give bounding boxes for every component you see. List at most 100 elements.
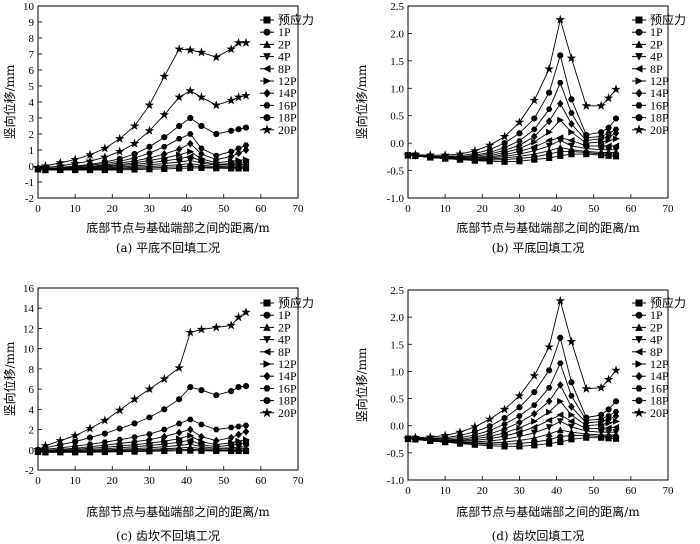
data-point xyxy=(242,436,250,444)
data-point xyxy=(530,143,538,151)
data-point xyxy=(568,411,576,419)
data-point xyxy=(70,430,80,440)
data-point xyxy=(131,150,138,158)
data-point xyxy=(545,106,553,112)
data-point xyxy=(557,80,564,86)
data-point xyxy=(530,429,538,437)
data-point xyxy=(568,142,575,150)
x-tick-label: 0 xyxy=(405,203,411,215)
data-point xyxy=(440,150,450,160)
legend-marker xyxy=(635,102,643,109)
data-point xyxy=(144,100,155,110)
data-point xyxy=(175,136,183,142)
data-point xyxy=(235,149,242,158)
data-point xyxy=(114,133,125,143)
data-point xyxy=(531,138,539,146)
legend-label: 16P xyxy=(278,381,297,395)
y-tick-label: 9 xyxy=(29,17,35,29)
legend-label: 20P xyxy=(650,406,669,420)
y-tick-label: 2.0 xyxy=(390,312,404,324)
data-point xyxy=(603,374,614,384)
data-point xyxy=(116,425,123,432)
x-tick-label: 70 xyxy=(293,475,305,487)
data-point xyxy=(159,71,170,81)
data-point xyxy=(174,92,184,102)
data-point xyxy=(612,429,620,436)
legend-marker xyxy=(263,28,271,36)
data-point xyxy=(242,124,250,131)
data-point xyxy=(612,142,620,150)
data-point xyxy=(186,436,194,444)
data-point xyxy=(557,334,564,341)
data-point xyxy=(530,434,538,442)
data-point xyxy=(176,435,183,443)
y-axis-label: 竖向位移/mm xyxy=(354,64,369,139)
legend-label: 预应力 xyxy=(650,295,686,310)
legend-marker xyxy=(635,385,643,392)
data-point xyxy=(410,432,421,442)
data-point xyxy=(196,47,207,57)
data-point xyxy=(187,383,194,391)
data-point xyxy=(70,154,80,164)
y-tick-label: -2 xyxy=(25,193,34,205)
legend-label: 4P xyxy=(650,50,663,64)
legend-label: 14P xyxy=(650,86,669,100)
y-tick-label: 0 xyxy=(29,161,35,173)
data-point xyxy=(242,427,250,436)
data-point xyxy=(213,436,220,445)
x-tick-label: 60 xyxy=(625,485,637,497)
data-point xyxy=(555,14,566,24)
data-point xyxy=(146,150,153,156)
data-point xyxy=(612,135,620,143)
data-point xyxy=(516,436,523,444)
y-tick-label: 3 xyxy=(29,113,35,125)
data-point xyxy=(597,142,605,150)
legend-label: 8P xyxy=(278,62,291,76)
data-point xyxy=(545,416,553,424)
data-point xyxy=(116,436,123,443)
data-point xyxy=(545,424,553,432)
data-point xyxy=(187,114,194,122)
data-point xyxy=(556,418,564,426)
legend-label: 18P xyxy=(278,394,297,408)
data-point xyxy=(146,143,153,150)
data-point xyxy=(581,383,592,393)
data-point xyxy=(556,134,564,142)
data-point xyxy=(605,130,612,137)
legend-marker xyxy=(633,124,645,135)
data-point xyxy=(144,125,155,135)
series-20P xyxy=(403,14,621,160)
data-point xyxy=(198,145,205,152)
data-point xyxy=(516,141,523,150)
y-tick-label: -0.5 xyxy=(387,166,405,178)
data-point xyxy=(213,426,220,433)
data-point xyxy=(146,414,153,421)
x-tick-label: 0 xyxy=(405,485,411,497)
legend-label: 20P xyxy=(278,406,297,420)
series-20P xyxy=(33,307,251,454)
legend-label: 8P xyxy=(650,62,663,76)
y-tick-label: 4 xyxy=(29,97,35,109)
data-point xyxy=(211,52,222,62)
data-point xyxy=(455,149,465,159)
y-tick-label: 10 xyxy=(23,1,35,13)
data-point xyxy=(175,145,183,154)
y-tick-label: 0.0 xyxy=(390,138,404,150)
data-point xyxy=(213,152,220,159)
y-tick-label: 1.5 xyxy=(390,56,404,68)
data-point xyxy=(568,110,575,116)
x-tick-label: 70 xyxy=(293,203,305,215)
data-point xyxy=(187,148,195,156)
plot-frame xyxy=(407,289,669,481)
data-point xyxy=(176,396,183,403)
y-tick-label: 0.5 xyxy=(390,111,404,123)
data-point xyxy=(516,418,523,427)
data-point xyxy=(235,430,242,439)
series-16P xyxy=(34,416,250,453)
series-20P-top xyxy=(33,37,251,172)
data-point xyxy=(174,362,184,372)
data-point xyxy=(131,437,138,446)
legend-marker xyxy=(263,53,271,61)
